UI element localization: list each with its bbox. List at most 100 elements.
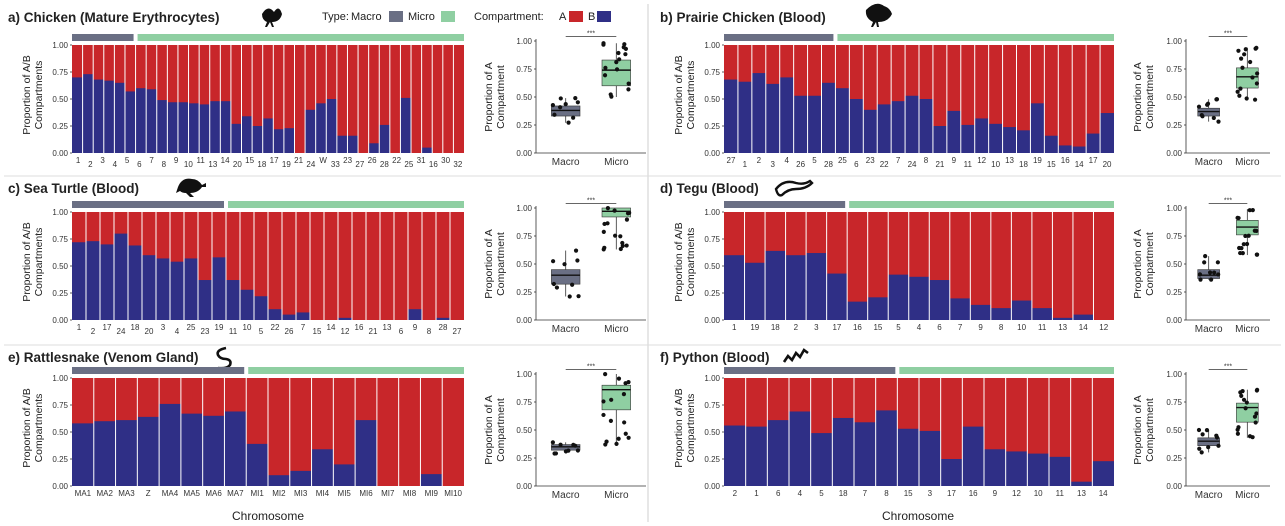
micro-point xyxy=(1246,233,1251,238)
box-y-tick-label: 0.00 xyxy=(516,149,532,158)
micro-point xyxy=(618,246,623,252)
box-y-tick-label: 0.75 xyxy=(1166,398,1182,407)
x-tick-label: 4 xyxy=(784,156,789,165)
bar-a-segment xyxy=(379,45,390,153)
box-y-tick-label: 1.00 xyxy=(1166,204,1182,213)
bar-b-segment xyxy=(283,128,295,153)
box-y-axis-label: Proportion of ACompartment xyxy=(483,395,507,464)
x-tick-label: 9 xyxy=(978,323,983,332)
x-tick-label: MI4 xyxy=(316,489,330,498)
micro-point xyxy=(1243,47,1248,52)
chart-panel: d) Tegu (Blood)Proportion of A/BCompartm… xyxy=(660,179,1270,335)
box-y-tick-label: 0.50 xyxy=(516,260,532,269)
micro-point xyxy=(1255,252,1260,257)
macro-point xyxy=(1209,277,1214,282)
x-tick-label: 7 xyxy=(863,489,868,498)
bar-b-segment xyxy=(1002,127,1017,153)
box-x-tick-label: Micro xyxy=(1235,324,1260,335)
bar-a-segment xyxy=(442,45,454,153)
box-x-tick-label: Macro xyxy=(1195,324,1223,335)
bar-b-segment xyxy=(114,82,125,153)
micro-point xyxy=(601,229,606,234)
micro-point xyxy=(602,73,608,78)
bar-b-segment xyxy=(177,102,189,153)
x-tick-label: 4 xyxy=(113,160,118,169)
bar-b-segment xyxy=(224,411,247,486)
bar-y-axis-label: Proportion of A/BCompartments xyxy=(21,55,45,134)
micro-box xyxy=(1236,67,1259,89)
bar-b-segment xyxy=(835,88,850,153)
y-tick-label: 0.25 xyxy=(52,455,68,464)
box-y-axis-label: Proportion of ACompartment xyxy=(1132,229,1156,298)
bar-b-segment xyxy=(72,423,94,486)
x-tick-label: 24 xyxy=(908,160,917,169)
micro-point xyxy=(1240,65,1245,70)
micro-point xyxy=(612,208,617,213)
box-y-tick-label: 0.25 xyxy=(516,288,532,297)
bar-b-segment xyxy=(949,298,971,320)
x-tick-label: 2 xyxy=(733,489,738,498)
significance-label: *** xyxy=(587,364,595,371)
micro-point xyxy=(621,391,627,397)
micro-point xyxy=(1247,208,1252,213)
bar-b-segment xyxy=(368,143,380,153)
bar-b-segment xyxy=(72,77,83,153)
micro-point xyxy=(1255,71,1260,76)
sea-turtle-icon xyxy=(176,178,206,197)
macro-point xyxy=(1196,427,1202,433)
bar-a-segment xyxy=(352,212,366,320)
micro-point xyxy=(603,442,608,447)
micro-point xyxy=(1240,389,1245,394)
box-y-tick-label: 0.50 xyxy=(516,426,532,435)
bar-b-segment xyxy=(1011,300,1032,320)
y-tick-label: 0.00 xyxy=(704,316,720,325)
significance-label: *** xyxy=(1224,31,1232,38)
bar-b-segment xyxy=(184,258,198,320)
x-tick-label: 12 xyxy=(977,156,986,165)
bar-b-segment xyxy=(100,244,114,320)
box-x-tick-label: Macro xyxy=(552,157,580,168)
bar-b-segment xyxy=(826,273,848,320)
macro-point xyxy=(1214,97,1219,102)
bar-b-segment xyxy=(974,118,989,153)
bar-a-segment xyxy=(1072,45,1087,153)
bar-y-axis-label-line: Compartments xyxy=(685,394,697,463)
x-tick-label: 4 xyxy=(917,323,922,332)
bar-b-segment xyxy=(188,103,200,153)
x-axis-label: Chromosome xyxy=(882,509,954,523)
chicken-icon xyxy=(262,8,282,27)
bar-b-segment xyxy=(1092,461,1114,486)
box-x-tick-label: Macro xyxy=(1195,490,1223,501)
bar-a-segment xyxy=(358,45,369,153)
x-tick-label: 27 xyxy=(453,327,462,336)
y-tick-label: 0.75 xyxy=(52,68,68,77)
x-tick-label: 23 xyxy=(201,327,210,336)
macro-point xyxy=(575,100,580,105)
x-tick-label: 18 xyxy=(839,489,848,498)
bar-a-segment xyxy=(368,45,380,153)
bar-a-segment xyxy=(453,45,464,153)
bar-a-segment xyxy=(436,212,450,320)
macro-point xyxy=(562,262,567,267)
micro-point xyxy=(1238,250,1243,256)
bar-b-segment xyxy=(821,82,836,153)
box-x-tick-label: Micro xyxy=(1235,157,1260,168)
bar-a-segment xyxy=(262,45,274,153)
chart-panel: c) Sea Turtle (Blood)Proportion of A/BCo… xyxy=(8,178,646,336)
bar-a-segment xyxy=(273,45,284,153)
macro-point xyxy=(558,96,563,101)
bar-a-segment xyxy=(1016,45,1031,153)
box-y-axis-label-line: Compartment xyxy=(1144,398,1156,462)
x-tick-label: 20 xyxy=(145,327,154,336)
bar-a-segment xyxy=(394,212,408,320)
bar-b-segment xyxy=(347,135,359,153)
box-plot: 0.00 0.25 0.50 0.75 1.00 Proportion of ACompa… xyxy=(483,364,646,501)
bar-b-segment xyxy=(1086,133,1101,153)
tegu-icon xyxy=(774,179,814,197)
y-tick-label: 0.75 xyxy=(704,68,720,77)
bar-b-segment xyxy=(436,317,450,320)
x-tick-label: 25 xyxy=(187,323,196,332)
macro-point xyxy=(550,440,555,445)
bar-a-segment xyxy=(450,212,464,320)
bar-b-segment xyxy=(863,109,878,153)
